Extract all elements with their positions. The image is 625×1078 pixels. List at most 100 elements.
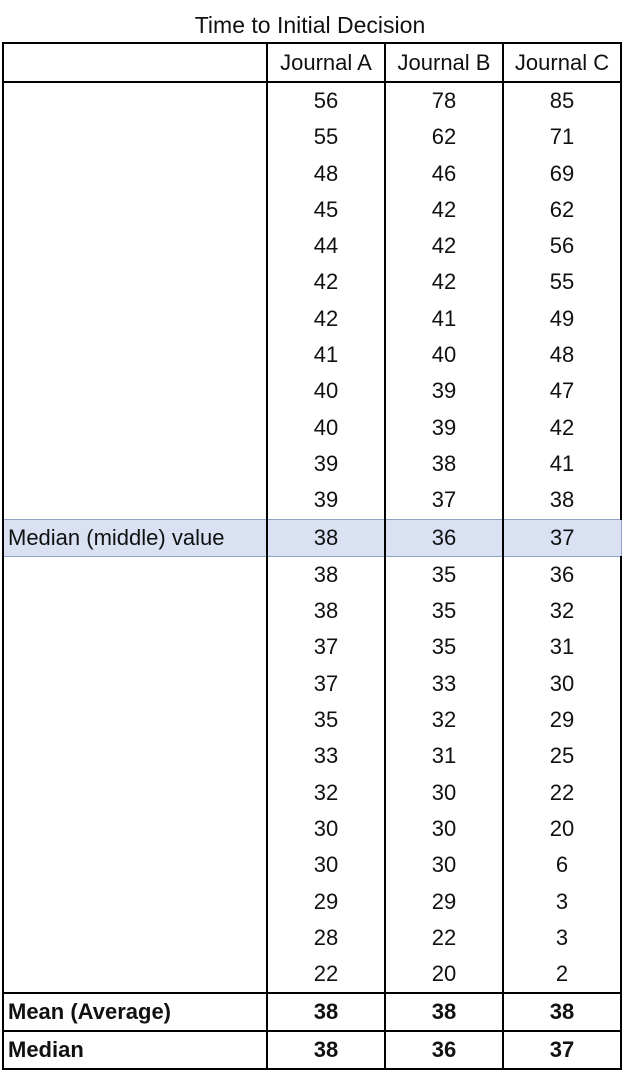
journal-c-value: 41 (503, 445, 622, 483)
journal-a-value: 37 (267, 629, 386, 666)
row-label (2, 191, 268, 229)
journal-c-value: 2 (503, 956, 622, 994)
journal-a-value: 38 (267, 518, 386, 557)
row-label (2, 810, 268, 848)
journal-c-value: 38 (503, 482, 622, 520)
journal-a-value: 38 (267, 556, 386, 594)
table-row: 40 39 42 (2, 409, 622, 446)
journal-c-value: 32 (503, 593, 622, 630)
journal-b-value: 35 (385, 556, 504, 594)
journal-c-value: 69 (503, 155, 622, 192)
row-label: Mean (Average) (2, 992, 268, 1033)
row-label: Median (2, 1030, 268, 1071)
row-label (2, 155, 268, 192)
table-row: 30 30 6 (2, 847, 622, 884)
table-body: Journal A Journal B Journal C 56 78 85 55 62… (2, 42, 622, 1071)
row-label (2, 119, 268, 156)
journal-b-value: 78 (385, 82, 504, 120)
journal-a-value: 38 (267, 1030, 386, 1071)
journal-c-value: 6 (503, 847, 622, 884)
journal-b-value: 30 (385, 847, 504, 884)
row-label (2, 847, 268, 884)
journal-c-value: 20 (503, 810, 622, 848)
journal-b-value: 20 (385, 956, 504, 994)
row-label (2, 738, 268, 775)
journal-b-value: 36 (385, 518, 504, 557)
journal-b-value: 42 (385, 264, 504, 301)
table-row: 28 22 3 (2, 919, 622, 957)
row-label (2, 264, 268, 301)
journal-b-value: 39 (385, 409, 504, 446)
journal-a-value: 38 (267, 593, 386, 630)
journal-a-value: 29 (267, 883, 386, 920)
journal-c-value: 56 (503, 228, 622, 265)
table-row: 29 29 3 (2, 883, 622, 920)
row-label (2, 300, 268, 338)
journal-b-value: 42 (385, 191, 504, 229)
row-label (2, 228, 268, 265)
row-label (2, 556, 268, 594)
journal-b-value: 42 (385, 228, 504, 265)
journal-c-value: 3 (503, 919, 622, 957)
journal-a-value: 39 (267, 445, 386, 483)
table-row: 37 35 31 (2, 629, 622, 666)
journal-c-value: 55 (503, 264, 622, 301)
journal-c-value: 31 (503, 629, 622, 666)
journal-b-value: 35 (385, 629, 504, 666)
table-row: 45 42 62 (2, 191, 622, 229)
journal-a-value: 39 (267, 482, 386, 520)
median-highlight-row: Median (middle) value 38 36 37 (2, 518, 622, 557)
journal-c-value: 30 (503, 665, 622, 703)
header-journal-c: Journal C (503, 42, 622, 83)
journal-a-value: 28 (267, 919, 386, 957)
row-label (2, 409, 268, 446)
journal-a-value: 38 (267, 992, 386, 1033)
row-label: Median (middle) value (2, 518, 268, 557)
journal-a-value: 35 (267, 702, 386, 739)
journal-c-value: 42 (503, 409, 622, 446)
row-label (2, 373, 268, 410)
journal-c-value: 3 (503, 883, 622, 920)
journal-b-value: 33 (385, 665, 504, 703)
journal-b-value: 62 (385, 119, 504, 156)
journal-c-value: 22 (503, 774, 622, 811)
journal-b-value: 46 (385, 155, 504, 192)
decision-time-table: Journal A Journal B Journal C 56 78 85 55 62… (2, 42, 622, 1071)
row-label (2, 593, 268, 630)
journal-b-value: 36 (385, 1030, 504, 1071)
table-row: 32 30 22 (2, 774, 622, 811)
table-row: 22 20 2 (2, 956, 622, 994)
row-label (2, 82, 268, 120)
journal-c-value: 25 (503, 738, 622, 775)
journal-a-value: 44 (267, 228, 386, 265)
header-label-cell (2, 42, 268, 83)
table-row: 37 33 30 (2, 665, 622, 703)
table-row: 48 46 69 (2, 155, 622, 192)
row-label (2, 629, 268, 666)
journal-b-value: 32 (385, 702, 504, 739)
journal-c-value: 62 (503, 191, 622, 229)
row-label (2, 445, 268, 483)
table-row: 33 31 25 (2, 738, 622, 775)
journal-b-value: 35 (385, 593, 504, 630)
table-row: 56 78 85 (2, 82, 622, 120)
journal-c-value: 37 (503, 1030, 622, 1071)
journal-a-value: 41 (267, 337, 386, 374)
table-row: 42 42 55 (2, 264, 622, 301)
journal-c-value: 48 (503, 337, 622, 374)
table-row: 30 30 20 (2, 810, 622, 848)
row-label (2, 665, 268, 703)
journal-b-value: 39 (385, 373, 504, 410)
header-row: Journal A Journal B Journal C (2, 42, 622, 83)
journal-a-value: 42 (267, 300, 386, 338)
row-label (2, 774, 268, 811)
journal-a-value: 30 (267, 810, 386, 848)
median-row-summary: Median 38 36 37 (2, 1030, 622, 1071)
row-label (2, 919, 268, 957)
journal-b-value: 38 (385, 445, 504, 483)
journal-c-value: 85 (503, 82, 622, 120)
table-row: 39 38 41 (2, 445, 622, 483)
row-label (2, 702, 268, 739)
table-row: 39 37 38 (2, 482, 622, 520)
journal-a-value: 45 (267, 191, 386, 229)
